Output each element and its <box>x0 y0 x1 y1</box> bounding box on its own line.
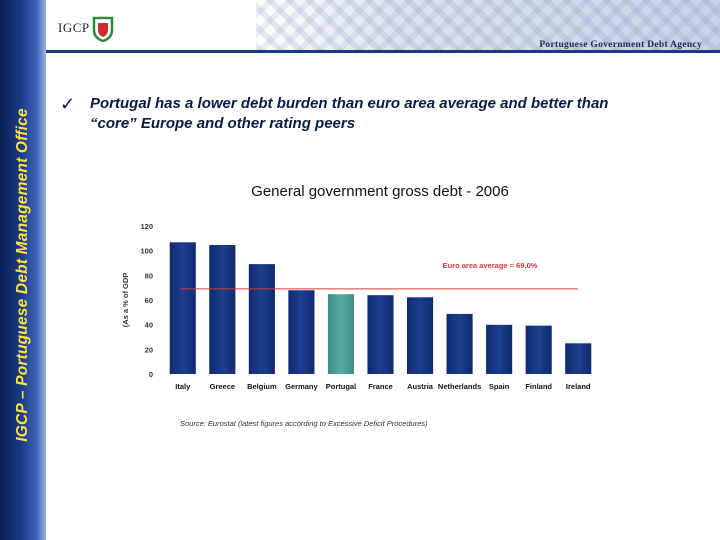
bar-netherlands <box>446 313 473 374</box>
category-label: Netherlands <box>438 382 481 391</box>
category-label: France <box>368 382 393 391</box>
header: IGCP Portuguese Government Debt Agency <box>46 0 720 58</box>
source-note: Source: Eurostat (latest figures accordi… <box>180 419 428 428</box>
header-pattern <box>256 0 720 50</box>
header-rule <box>46 50 720 53</box>
category-label: Germany <box>285 382 318 391</box>
logo-text: IGCP <box>58 20 90 35</box>
bar-greece <box>209 244 236 374</box>
category-label: Greece <box>210 382 235 391</box>
bar-spain <box>486 324 513 374</box>
bar-ireland <box>565 343 592 374</box>
category-labels: Italy Greece Belgium Germany Portugal France A… <box>175 382 591 391</box>
bar-austria <box>406 297 434 374</box>
category-label: Belgium <box>247 382 277 391</box>
checkmark-icon: ✓ <box>60 94 76 114</box>
bar-belgium <box>248 264 275 374</box>
y-tick-label: 80 <box>145 271 153 280</box>
category-label: Ireland <box>566 382 591 391</box>
category-label: Portugal <box>326 382 356 391</box>
category-label: Finland <box>525 382 552 391</box>
category-label: Italy <box>175 382 191 391</box>
sidebar: IGCP – Portuguese Debt Management Office <box>0 0 46 540</box>
y-axis: 0 20 40 60 80 100 120 <box>140 222 153 379</box>
y-tick-label: 120 <box>140 222 153 231</box>
bar-portugal <box>327 294 355 374</box>
bullet-text: Portugal has a lower debt burden than eu… <box>90 95 609 132</box>
bar-germany <box>288 290 315 374</box>
y-axis-label: (As a % of GDP <box>121 273 130 328</box>
bars <box>169 242 592 374</box>
y-tick-label: 40 <box>145 321 153 330</box>
y-tick-label: 100 <box>140 247 153 256</box>
bar-france <box>367 295 394 374</box>
y-tick-label: 0 <box>149 370 153 379</box>
agency-name: Portuguese Government Debt Agency <box>539 40 702 50</box>
category-label: Spain <box>489 382 510 391</box>
shield-logo-icon <box>92 16 114 42</box>
category-label: Austria <box>407 382 434 391</box>
euro-average-label: Euro area average = 69.0% <box>443 261 538 270</box>
bar-italy <box>169 242 196 374</box>
y-tick-label: 20 <box>145 345 153 354</box>
chart-title: General government gross debt - 2006 <box>251 183 509 200</box>
y-tick-label: 60 <box>145 296 153 305</box>
bar-finland <box>525 325 552 374</box>
